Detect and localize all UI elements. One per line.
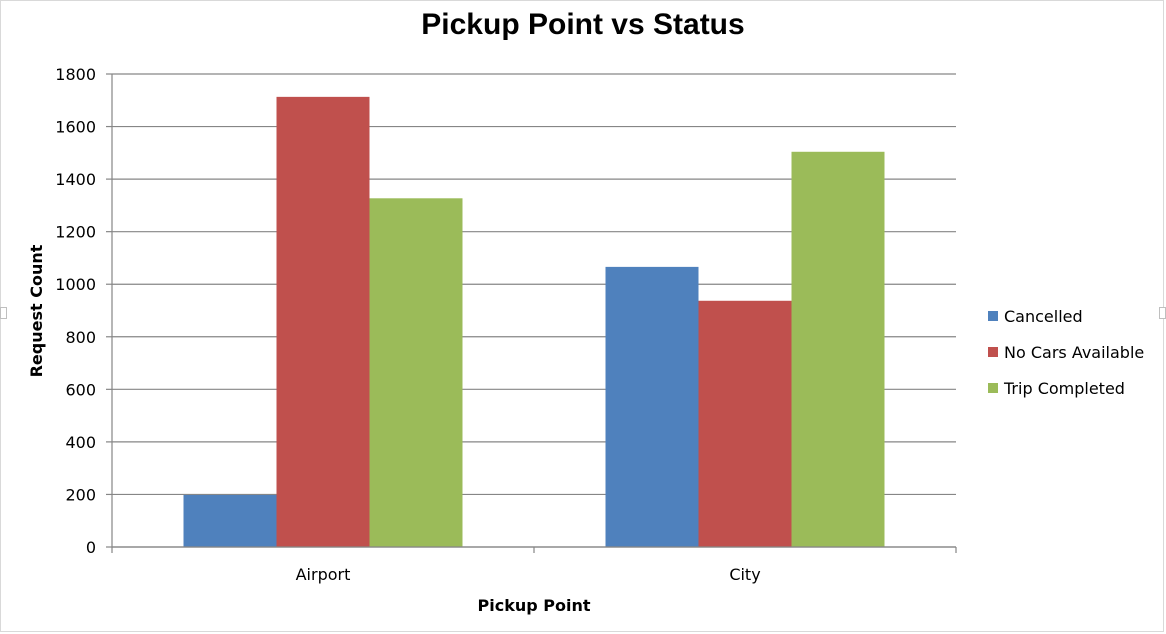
x-axis-ticks: Airport City — [111, 546, 957, 584]
y-axis-ticks: 0 200 400 600 800 1000 1200 1400 1600 1800 — [55, 65, 112, 557]
y-tick-label: 200 — [65, 485, 96, 504]
bar-trip-completed-airport — [369, 198, 463, 547]
chart-title: Pickup Point vs Status — [421, 8, 745, 41]
legend-item: Trip Completed — [988, 370, 1144, 406]
bar-no-cars-available-city — [698, 300, 792, 547]
bar-trip-completed-city — [791, 151, 885, 547]
x-tick-label: City — [729, 565, 760, 584]
y-tick-label: 1000 — [55, 275, 96, 294]
bar-no-cars-available-airport — [276, 96, 370, 547]
legend: Cancelled No Cars Available Trip Completed — [988, 298, 1144, 406]
bar-cancelled-airport — [183, 494, 277, 547]
bar-cancelled-city — [605, 266, 699, 547]
legend-swatch — [988, 311, 998, 321]
legend-item: Cancelled — [988, 298, 1144, 334]
y-tick-label: 600 — [65, 380, 96, 399]
y-tick-label: 800 — [65, 328, 96, 347]
legend-label: Cancelled — [1004, 306, 1083, 326]
x-axis-title: Pickup Point — [478, 596, 591, 615]
y-tick-label: 1600 — [55, 118, 96, 137]
legend-swatch — [988, 383, 998, 393]
legend-label: Trip Completed — [1004, 378, 1125, 398]
y-tick-label: 1800 — [55, 65, 96, 84]
legend-item: No Cars Available — [988, 334, 1144, 370]
x-tick-label: Airport — [296, 565, 351, 584]
y-axis-title: Request Count — [27, 244, 46, 377]
y-tick-label: 1200 — [55, 223, 96, 242]
y-tick-label: 400 — [65, 433, 96, 452]
legend-label: No Cars Available — [1004, 342, 1145, 362]
y-tick-label: 0 — [86, 538, 96, 557]
resize-handle-left[interactable] — [0, 307, 7, 319]
y-tick-label: 1400 — [55, 170, 96, 189]
legend-swatch — [988, 347, 998, 357]
bars — [183, 96, 885, 547]
